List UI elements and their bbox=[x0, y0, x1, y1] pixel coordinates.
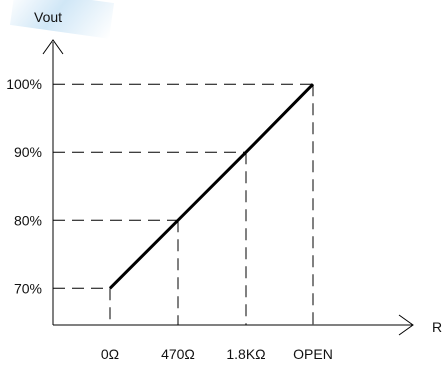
x-tick-label: 0Ω bbox=[101, 346, 119, 362]
y-tick-label: 90% bbox=[14, 144, 42, 160]
axes bbox=[42, 39, 414, 336]
x-tick-label: OPEN bbox=[293, 346, 333, 362]
x-axis-arrowhead bbox=[398, 314, 414, 336]
x-tick-label: 1.8KΩ bbox=[226, 346, 265, 362]
data-series bbox=[108, 83, 315, 290]
x-axis-label: R bbox=[432, 319, 442, 335]
y-tick-label: 100% bbox=[6, 76, 42, 92]
y-tick-label: 70% bbox=[14, 280, 42, 296]
y-axis-arrowhead bbox=[42, 39, 64, 55]
y-axis-label: Vout bbox=[34, 9, 62, 25]
guide-lines bbox=[53, 83, 314, 325]
y-tick-label: 80% bbox=[14, 212, 42, 228]
x-tick-label: 470Ω bbox=[161, 346, 195, 362]
axis-labels: 70% 80% 90% 100% 0Ω 470Ω 1.8KΩ OPEN Vout R bbox=[6, 9, 442, 362]
series-line bbox=[108, 83, 315, 290]
